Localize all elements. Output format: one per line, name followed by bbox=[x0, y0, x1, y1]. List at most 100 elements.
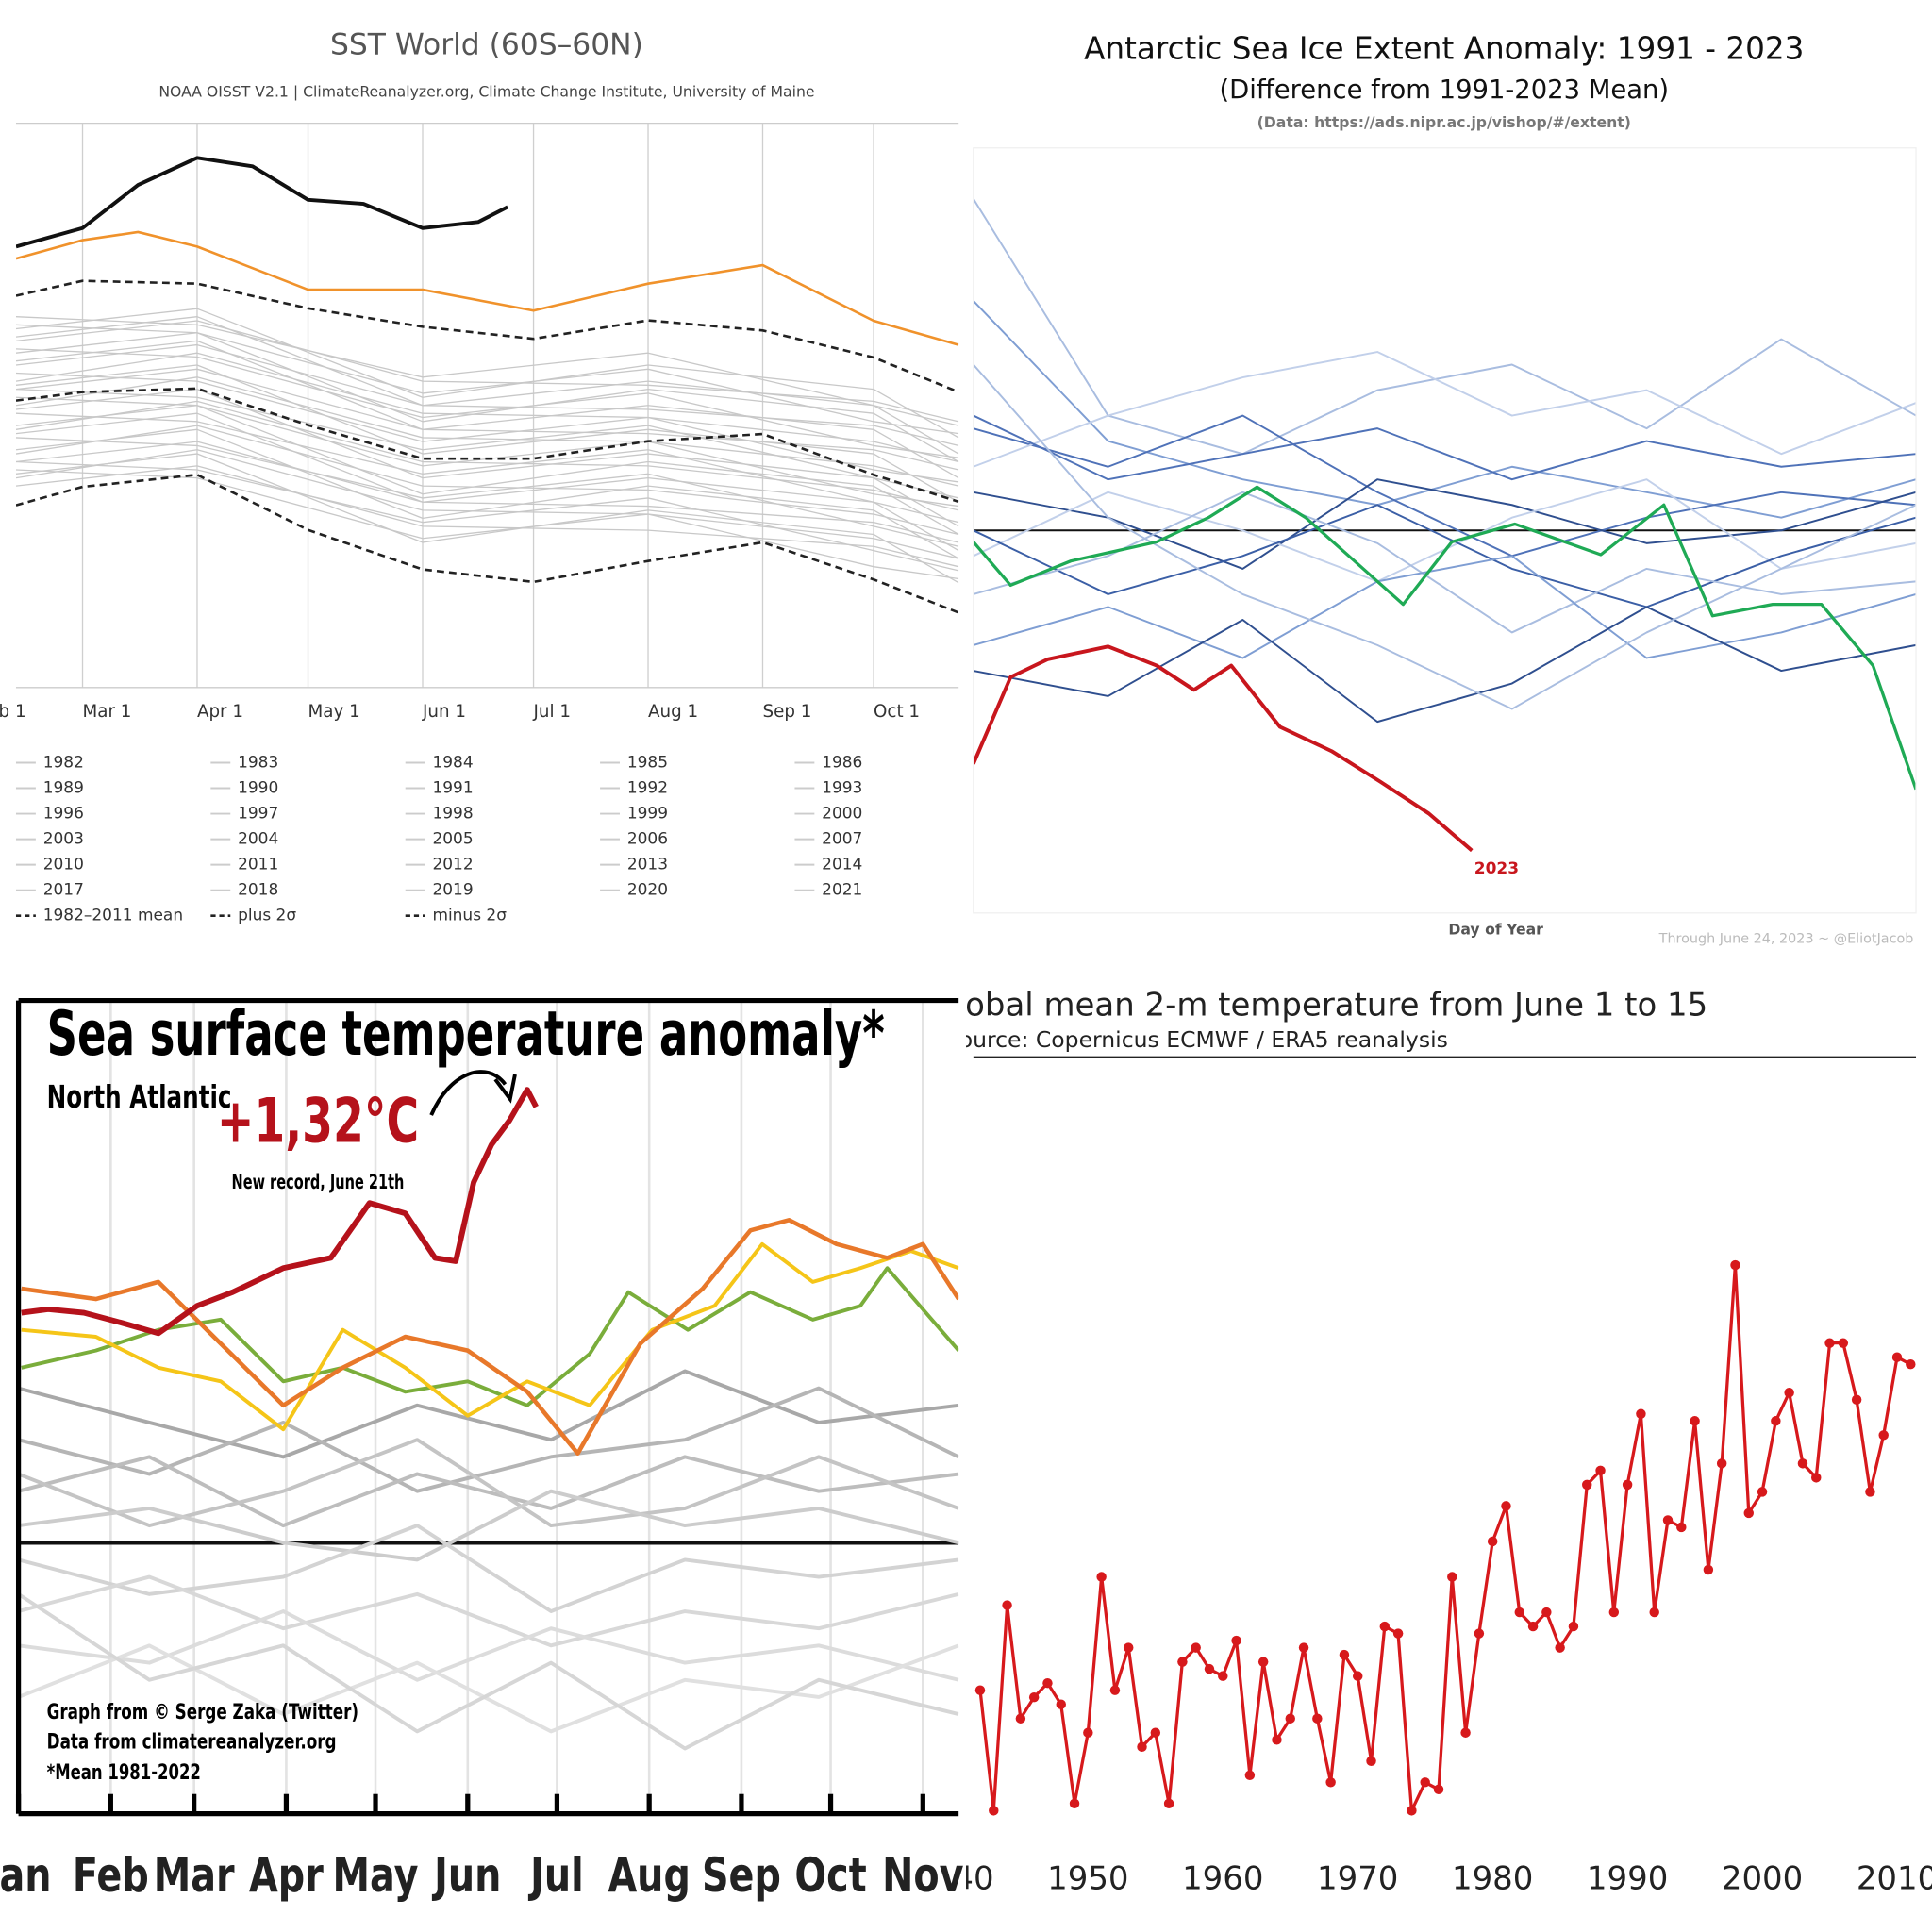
series-line bbox=[15, 473, 959, 614]
series-line bbox=[15, 340, 959, 479]
legend-label: 1984 bbox=[432, 753, 473, 772]
x-tick-label: Mar 1 bbox=[83, 702, 132, 722]
point bbox=[1676, 1522, 1687, 1533]
x-tick-label: May 1 bbox=[308, 702, 360, 722]
x-tick-label: Sep bbox=[702, 1848, 781, 1904]
point bbox=[1784, 1388, 1794, 1398]
x-tick-label: Nov bbox=[882, 1848, 963, 1904]
series-line bbox=[15, 332, 959, 463]
series-line bbox=[15, 364, 959, 503]
point bbox=[1407, 1806, 1417, 1816]
title: Sea surface temperature anomaly* bbox=[47, 998, 885, 1070]
x-tick-label: Oct bbox=[794, 1848, 866, 1904]
legend-label: 2017 bbox=[43, 881, 84, 900]
point bbox=[1137, 1741, 1147, 1752]
panel-sst-world: Feb 1 Mar 1 Apr 1 May 1 Jun 1 Jul 1 Aug 1 Sep 1… bbox=[0, 27, 959, 925]
legend-label: 2003 bbox=[43, 830, 84, 849]
series-line bbox=[21, 1241, 959, 1432]
legend-label: 1986 bbox=[822, 753, 862, 772]
x-tick-label: Jun 1 bbox=[422, 702, 466, 722]
point bbox=[1285, 1713, 1295, 1724]
x-tick-label: Apr 1 bbox=[197, 702, 243, 722]
point bbox=[1541, 1607, 1552, 1618]
plot bbox=[18, 1000, 959, 1814]
series-line bbox=[15, 460, 959, 572]
x-tick-label: 2000 bbox=[1722, 1860, 1803, 1898]
series-line bbox=[973, 478, 1917, 570]
legend-label: 2000 bbox=[822, 805, 862, 824]
x-label: Day of Year bbox=[1448, 921, 1543, 939]
series-line bbox=[18, 1489, 959, 1562]
point bbox=[1231, 1635, 1241, 1646]
series-line bbox=[18, 1369, 959, 1459]
subtitle: Source: Copernicus ECMWF / ERA5 reanalys… bbox=[945, 1026, 1448, 1053]
x-tick-label: Jul bbox=[527, 1848, 583, 1904]
series-line bbox=[15, 428, 959, 559]
series-line bbox=[15, 425, 959, 536]
point bbox=[1042, 1677, 1053, 1689]
series-line bbox=[15, 320, 959, 423]
x-tick-label: 2010 bbox=[1857, 1860, 1932, 1898]
point bbox=[1622, 1479, 1633, 1491]
x-tick-label: 1960 bbox=[1182, 1860, 1263, 1898]
point bbox=[1379, 1621, 1391, 1632]
point bbox=[1109, 1685, 1121, 1695]
point bbox=[1123, 1642, 1134, 1653]
point bbox=[1906, 1358, 1916, 1370]
x-tick-label: Mar bbox=[154, 1848, 236, 1904]
point bbox=[1662, 1515, 1674, 1525]
series-line bbox=[15, 316, 959, 455]
point bbox=[1608, 1607, 1620, 1618]
point bbox=[989, 1806, 999, 1816]
series-line bbox=[15, 387, 959, 504]
series-line bbox=[15, 376, 959, 487]
point bbox=[1797, 1458, 1808, 1469]
point bbox=[1447, 1572, 1457, 1582]
point bbox=[1069, 1798, 1080, 1809]
point bbox=[1028, 1691, 1040, 1703]
series-line bbox=[18, 1386, 959, 1493]
point bbox=[1002, 1600, 1012, 1610]
credits: Graph from © Serge Zaka (Twitter) bbox=[47, 1700, 358, 1724]
series-line bbox=[973, 300, 1917, 519]
point bbox=[1150, 1727, 1161, 1738]
credit: Through June 24, 2023 ~ @EliotJacob bbox=[1658, 931, 1914, 946]
title: Global mean 2-m temperature from June 1 … bbox=[931, 987, 1707, 1024]
x-tick-label: Jul 1 bbox=[533, 702, 571, 722]
x-tick-label: Sep 1 bbox=[762, 702, 811, 722]
series-line bbox=[15, 343, 959, 447]
point bbox=[1244, 1770, 1256, 1781]
annotation-label: +1,32°C bbox=[217, 1086, 419, 1158]
point bbox=[1487, 1536, 1498, 1547]
legend-label: 2018 bbox=[238, 881, 278, 900]
source: (Data: https://ads.nipr.ac.jp/vishop/#/e… bbox=[1257, 113, 1631, 131]
series-line bbox=[973, 351, 1917, 468]
title: SST World (60S–60N) bbox=[330, 27, 643, 61]
point bbox=[1865, 1487, 1875, 1497]
legend-label: 1997 bbox=[238, 805, 278, 824]
point bbox=[1204, 1663, 1215, 1674]
series-line bbox=[973, 555, 1917, 659]
legend-label: 2005 bbox=[432, 830, 473, 849]
legend-label: 2021 bbox=[822, 881, 862, 900]
series-line bbox=[18, 1609, 959, 1682]
credits: Data from climatereanalyzer.org bbox=[47, 1729, 337, 1754]
point bbox=[1474, 1628, 1485, 1639]
point bbox=[1851, 1394, 1862, 1405]
point bbox=[1636, 1408, 1646, 1419]
panel-global-temp: 1940 1950 1960 1970 1980 1990 2000 2010 Global m… bbox=[931, 987, 1932, 1898]
point bbox=[1716, 1458, 1727, 1469]
point bbox=[1811, 1473, 1822, 1483]
legend-label: 2006 bbox=[627, 830, 668, 849]
series-line bbox=[15, 405, 959, 536]
plot bbox=[15, 123, 959, 688]
x-tick-label: Apr bbox=[249, 1848, 324, 1904]
arrow-head bbox=[493, 1074, 517, 1104]
legend-label: 1996 bbox=[43, 805, 84, 824]
x-tick-label: Aug bbox=[608, 1848, 690, 1904]
series-line bbox=[21, 1087, 539, 1337]
legend-label: 1989 bbox=[43, 779, 84, 798]
point bbox=[1460, 1727, 1471, 1738]
